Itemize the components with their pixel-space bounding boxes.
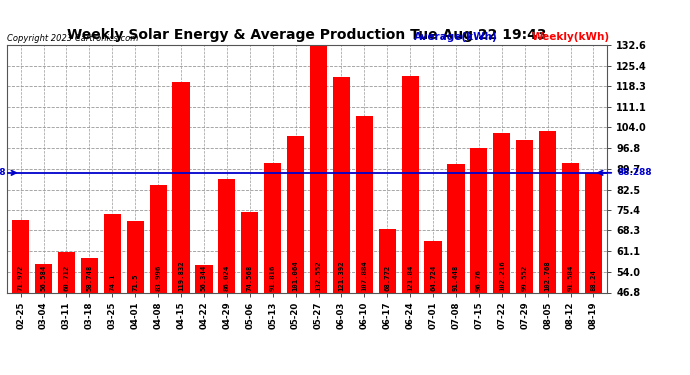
Bar	[218, 179, 235, 375]
Text: 99.552: 99.552	[522, 265, 528, 291]
Text: 56.344: 56.344	[201, 265, 207, 291]
Text: 102.216: 102.216	[499, 260, 505, 291]
Bar	[35, 264, 52, 375]
Bar	[264, 163, 282, 375]
Text: 74.568: 74.568	[247, 265, 253, 291]
Title: Weekly Solar Energy & Average Production Tue Aug 22 19:43: Weekly Solar Energy & Average Production…	[68, 28, 546, 42]
Text: 88.24: 88.24	[591, 269, 596, 291]
Text: 68.772: 68.772	[384, 265, 391, 291]
Bar	[333, 77, 350, 375]
Text: 74.1: 74.1	[109, 273, 115, 291]
Bar	[12, 220, 29, 375]
Text: 121.392: 121.392	[338, 260, 344, 291]
Bar	[310, 45, 327, 375]
Text: 119.832: 119.832	[178, 260, 184, 291]
Text: 102.768: 102.768	[544, 260, 551, 291]
Bar	[424, 241, 442, 375]
Bar	[127, 221, 144, 375]
Bar	[104, 214, 121, 375]
Bar	[562, 164, 579, 375]
Bar	[516, 140, 533, 375]
Text: Weekly(kWh): Weekly(kWh)	[531, 32, 609, 42]
Text: 88.288: 88.288	[618, 168, 652, 177]
Text: Average(kWh): Average(kWh)	[414, 32, 497, 42]
Text: 107.884: 107.884	[362, 260, 367, 291]
Bar	[287, 136, 304, 375]
Bar	[241, 212, 258, 375]
Bar	[585, 173, 602, 375]
Text: 58.748: 58.748	[86, 265, 92, 291]
Bar	[150, 185, 167, 375]
Bar	[379, 229, 396, 375]
Text: 132.552: 132.552	[315, 260, 322, 291]
Text: Copyright 2023 Cartronics.com: Copyright 2023 Cartronics.com	[7, 34, 138, 43]
Text: 86.024: 86.024	[224, 265, 230, 291]
Bar	[81, 258, 98, 375]
Text: 71.972: 71.972	[18, 265, 23, 291]
Text: 91.448: 91.448	[453, 265, 459, 291]
Text: 121.84: 121.84	[407, 265, 413, 291]
Text: 83.996: 83.996	[155, 265, 161, 291]
Bar	[356, 116, 373, 375]
Text: 101.064: 101.064	[293, 260, 299, 291]
Bar	[172, 82, 190, 375]
Text: 71.5: 71.5	[132, 273, 138, 291]
Bar	[58, 252, 75, 375]
Bar	[539, 131, 556, 375]
Bar	[493, 133, 511, 375]
Bar	[195, 265, 213, 375]
Text: 91.584: 91.584	[568, 265, 573, 291]
Text: 96.76: 96.76	[476, 269, 482, 291]
Text: 56.584: 56.584	[41, 265, 46, 291]
Text: 60.712: 60.712	[63, 265, 70, 291]
Bar	[471, 148, 487, 375]
Bar	[402, 76, 419, 375]
Bar	[447, 164, 464, 375]
Text: 91.816: 91.816	[270, 265, 276, 291]
Text: 88.288: 88.288	[0, 168, 6, 177]
Text: 64.724: 64.724	[430, 265, 436, 291]
